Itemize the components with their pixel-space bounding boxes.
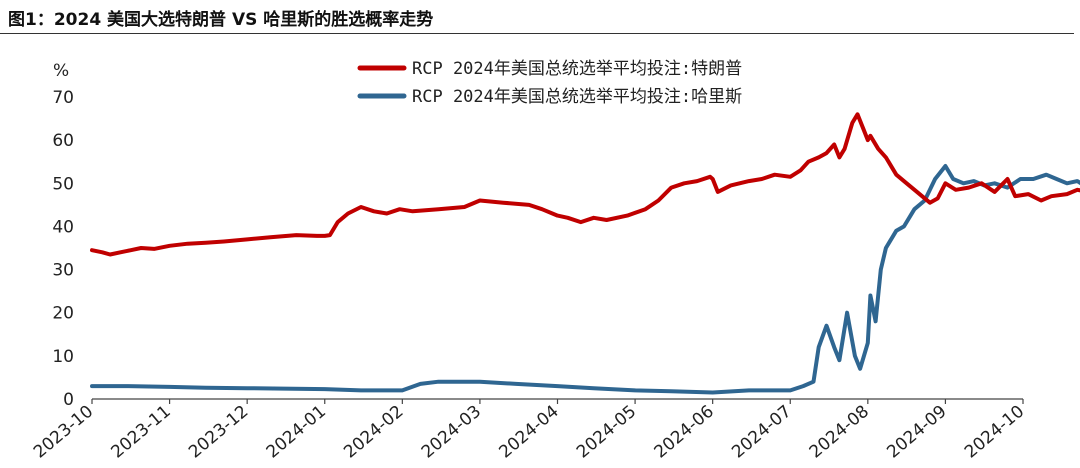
x-tick-label: 2024-01 (263, 402, 330, 463)
figure-title: 图1：2024 美国大选特朗普 VS 哈里斯的胜选概率走势 (8, 10, 434, 30)
x-tick-label: 2024-07 (728, 402, 795, 463)
y-tick-label: 20 (52, 304, 74, 324)
legend: RCP 2024年美国总统选举平均投注:特朗普 RCP 2024年美国总统选举平均… (357, 59, 742, 107)
series-layer (90, 112, 1080, 395)
y-tick-label: 40 (52, 217, 74, 237)
y-tick-label: 10 (52, 347, 74, 367)
y-tick-label: 60 (52, 131, 74, 151)
x-tick-label: 2024-10 (961, 402, 1028, 463)
x-tick-label: 2024-03 (418, 402, 485, 463)
y-axis: % 0 10 20 30 40 50 60 70 (52, 61, 74, 410)
x-tick-label: 2024-05 (573, 402, 640, 463)
x-tick-label: 2024-06 (651, 402, 718, 463)
y-tick-label: 30 (52, 261, 74, 281)
legend-label-1: RCP 2024年美国总统选举平均投注:哈里斯 (412, 87, 742, 107)
series-line-1 (90, 164, 1080, 395)
x-tick-label: 2024-04 (495, 402, 562, 463)
y-tick-label: 50 (52, 174, 74, 194)
series-line-0 (90, 112, 1080, 257)
x-tick-label: 2023-10 (30, 402, 97, 463)
y-tick-label: 70 (52, 88, 74, 108)
y-axis-unit: % (53, 61, 69, 81)
legend-label-0: RCP 2024年美国总统选举平均投注:特朗普 (412, 59, 742, 79)
x-tick-label: 2024-08 (806, 402, 873, 463)
y-tick-label: 0 (63, 390, 74, 410)
x-tick-label: 2023-12 (185, 402, 252, 463)
x-tick-label: 2023-11 (108, 402, 175, 463)
x-tick-label: 2024-09 (883, 402, 950, 463)
title-divider (0, 33, 1074, 34)
x-axis: 2023-10 2023-11 2023-12 2024-01 2024-02 2024-… (30, 398, 1028, 463)
x-tick-label: 2024-02 (340, 402, 407, 463)
